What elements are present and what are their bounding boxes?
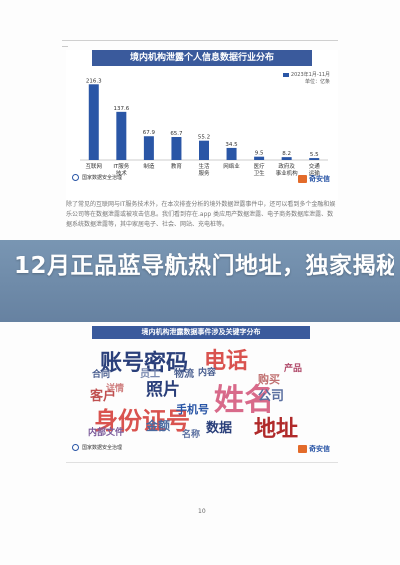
keyword-17: 详情 [106,384,125,394]
bottom-rule [66,462,338,463]
category-tick-label: 制造 [143,162,155,170]
category-tick-label: 技术 [116,169,128,177]
industry-chart-card: 境内机构泄露个人信息数据行业分布 2023年1月-11月 单位：亿条 216.3… [66,50,338,200]
left-logo-text: 国家数据安全治理 [82,445,123,451]
bar [88,84,99,160]
bar-value-label: 9.5 [255,151,264,157]
brand-logo-icon [298,175,307,183]
category-tick-label: 教育 [171,162,183,170]
chart-legend: 2023年1月-11月 单位：亿条 [282,72,330,86]
category-tick-label: 政府及 [278,162,295,170]
keyword-10: 数据 [206,421,233,436]
legend-note: 2023年1月-11月 [290,72,330,78]
headline-text[interactable]: 12月正品蓝导航热门地址，独家揭秘12月最新 [14,253,394,279]
keyword-2: 电话 [204,349,249,374]
keyword-15: 合同 [92,370,111,380]
category-tick-label: 生活 [198,162,210,170]
category-tick-label: 互联网 [86,162,103,170]
category-tick-label: 服务 [198,169,210,177]
circle-logo-icon [72,174,79,181]
circle-logo-icon [72,444,79,451]
category-tick-label: 医疗 [254,162,266,170]
headline-overlay [0,240,400,322]
bar-value-label: 137.6 [113,106,129,112]
chart-footer-logos: 国家数据安全治理 奇安信 [66,174,338,186]
keyword-8: 手机号 [176,403,209,416]
bar [281,157,292,160]
keyword-4: 身份证号 [94,407,190,435]
bar [226,147,237,160]
category-tick-label: 卫生 [254,169,266,177]
bar-value-label: 65.7 [170,131,183,137]
keyword-14: 内容 [198,368,217,378]
right-logo: 奇安信 [298,174,330,184]
keyword-9: 公司 [258,389,285,404]
keyword-cloud: 账号密码 电话姓名 身份证号 地址 照片 客户手机号 公司数据 金额 员工 物流 内容 合同 购买详情内… [86,341,314,439]
bar-value-label: 55.2 [198,135,210,141]
keyword-19: 名称 [182,430,201,439]
legend-unit: 单位：亿条 [304,79,330,85]
right-logo-text: 奇安信 [309,175,330,183]
legend-swatch [282,72,289,77]
bar-value-label: 8.2 [282,151,291,157]
keyword-5: 地址 [254,417,299,439]
category-tick-label: 事业机构 [276,169,299,177]
keyword-12: 员工 [140,369,160,380]
body-paragraph: 除了常见的互联网与IT服务技术外，在本次排查分析的境外数据泄露事件中，还可以看到… [66,201,336,228]
keyword-11: 金额 [146,419,171,433]
bar [309,158,320,160]
right-logo: 奇安信 [298,444,330,454]
chart-title: 境内机构泄露个人信息数据行业分布 [92,50,312,66]
keyword-7: 客户 [90,389,117,404]
bar [143,136,154,160]
keyword-16: 购买 [258,373,280,386]
page-number: 10 [198,508,206,515]
bar [199,140,209,160]
top-rule [62,40,338,41]
side-rule [62,46,68,47]
left-logo: 国家数据安全治理 [72,444,122,451]
right-logo-text: 奇安信 [309,445,330,453]
bar-value-label: 34.5 [225,142,238,148]
keyword-3: 姓名 [214,383,274,418]
bar-value-label: 67.9 [143,130,156,136]
left-logo-text: 国家数据安全治理 [82,175,123,181]
bar [254,156,265,160]
left-logo: 国家数据安全治理 [72,174,122,181]
category-tick-label: 交通 [309,162,321,170]
category-tick-label: IT服务 [113,162,129,170]
keyword-20: 产品 [284,364,303,374]
cloud-footer-logos: 国家数据安全治理 奇安信 [66,444,338,456]
bar [116,111,127,160]
brand-logo-icon [298,445,307,453]
keyword-1: 账号密码 [100,351,189,376]
bar [171,137,182,160]
keyword-6: 照片 [146,380,180,400]
bar-value-label: 216.3 [86,78,102,84]
category-tick-label: 运输 [309,169,321,177]
category-tick-label: 网络业 [223,162,240,170]
keyword-13: 物流 [174,369,194,380]
bar-value-label: 5.5 [310,152,319,158]
keyword-18: 内部文件 [88,428,125,438]
keyword-cloud-title: 境内机构泄露数据事件涉及关键字分布 [92,326,310,339]
